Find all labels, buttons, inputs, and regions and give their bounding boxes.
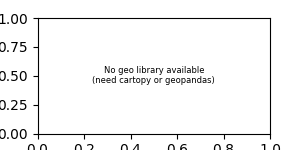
Text: No geo library available
(need cartopy or geopandas): No geo library available (need cartopy o… xyxy=(92,66,215,86)
